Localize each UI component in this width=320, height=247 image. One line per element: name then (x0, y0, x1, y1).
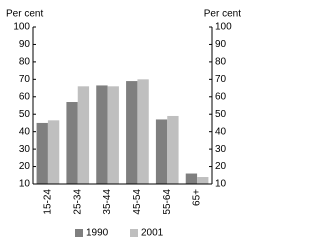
x-tick-label: 25-34 (72, 189, 83, 215)
y-tick-label: 20 (19, 161, 31, 172)
y-tick-label: 70 (19, 74, 31, 85)
y-tick-label: 100 (13, 22, 30, 33)
y2-tick-label: 10 (215, 179, 227, 190)
y-tick-label: 30 (19, 144, 31, 155)
bar (96, 85, 108, 184)
y2-tick-label: 30 (215, 144, 227, 155)
y-tick-label: 40 (19, 126, 31, 137)
y2-tick-label: 90 (215, 39, 227, 50)
legend-label: 2001 (141, 228, 164, 239)
bar (47, 120, 60, 184)
y-axis-label: Per cent (6, 9, 43, 20)
y-tick-label: 60 (19, 91, 31, 102)
chart: Per cent Per cent 10 10 20 20 30 30 40 40 50 50 60… (6, 8, 242, 239)
bar (107, 86, 119, 184)
y2-tick-label: 40 (215, 126, 227, 137)
y2-tick-label: 60 (215, 91, 227, 102)
y2-tick-label: 80 (215, 57, 227, 68)
y2-axis-label: Per cent (204, 9, 241, 20)
y-tick-label: 10 (19, 179, 31, 190)
bar (197, 177, 209, 184)
bar (137, 79, 149, 184)
y-tick-label: 90 (19, 39, 31, 50)
bar (185, 173, 198, 184)
bar (36, 122, 48, 184)
y2-tick-label: 20 (215, 161, 227, 172)
x-tick-label: 65+ (192, 189, 203, 206)
bar (66, 102, 78, 184)
bar (155, 119, 168, 184)
x-tick-label: 45-54 (132, 189, 143, 215)
bar (126, 81, 138, 184)
x-tick-label: 35-44 (102, 189, 113, 215)
bar (167, 115, 179, 184)
legend-swatch (75, 229, 83, 237)
x-tick-label: 55-64 (162, 189, 173, 215)
legend-label: 1990 (86, 228, 109, 239)
x-tick-label: 15-24 (43, 189, 54, 215)
y2-tick-label: 50 (215, 109, 227, 120)
y2-tick-label: 100 (215, 22, 232, 33)
bar (77, 86, 90, 184)
legend-swatch (130, 229, 138, 237)
y-tick-label: 50 (19, 109, 31, 120)
y-tick-label: 80 (19, 57, 31, 68)
y2-tick-label: 70 (215, 74, 227, 85)
